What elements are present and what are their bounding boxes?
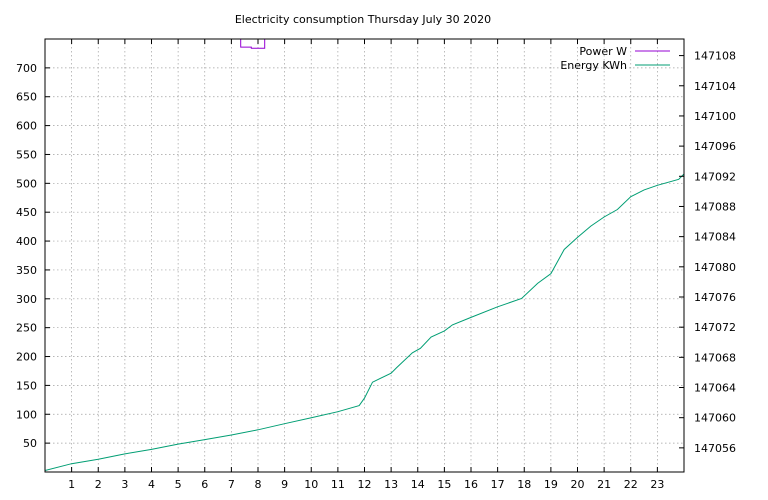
x-tick-label: 1 <box>68 478 75 491</box>
x-tick-label: 17 <box>491 478 505 491</box>
x-tick-label: 16 <box>464 478 478 491</box>
x-tick-label: 2 <box>95 478 102 491</box>
y2-tick-label: 147080 <box>694 261 736 274</box>
y-tick-label: 300 <box>16 293 37 306</box>
x-tick-label: 21 <box>597 478 611 491</box>
x-tick-label: 18 <box>517 478 531 491</box>
series-line-power-w <box>204 39 266 49</box>
y2-tick-label: 147092 <box>694 170 736 183</box>
y-tick-label: 500 <box>16 177 37 190</box>
y-tick-label: 100 <box>16 408 37 421</box>
x-tick-label: 4 <box>148 478 155 491</box>
y-tick-label: 450 <box>16 206 37 219</box>
x-tick-label: 12 <box>358 478 372 491</box>
series-lines <box>45 39 684 471</box>
x-tick-label: 10 <box>304 478 318 491</box>
y2-tick-label: 147056 <box>694 442 736 455</box>
x-tick-label: 14 <box>411 478 425 491</box>
y2-tick-label: 147084 <box>694 231 736 244</box>
y2-tick-label: 147096 <box>694 140 736 153</box>
x-tick-label: 5 <box>175 478 182 491</box>
y-tick-label: 150 <box>16 379 37 392</box>
y-tick-label: 250 <box>16 322 37 335</box>
y-tick-label: 550 <box>16 148 37 161</box>
chart-title: Electricity consumption Thursday July 30… <box>235 13 491 26</box>
y-tick-label: 200 <box>16 351 37 364</box>
x-tick-label: 19 <box>544 478 558 491</box>
x-tick-label: 23 <box>650 478 664 491</box>
y-tick-label: 650 <box>16 91 37 104</box>
legend-label: Power W <box>579 45 627 58</box>
y-tick-label: 600 <box>16 120 37 133</box>
y2-tick-label: 147100 <box>694 110 736 123</box>
x-tick-label: 8 <box>255 478 262 491</box>
x-tick-label: 22 <box>624 478 638 491</box>
y2-tick-label: 147072 <box>694 321 736 334</box>
x-tick-label: 15 <box>437 478 451 491</box>
tick-labels: 1 2 3 4 5 6 7 8 9 10 11 12 13 14 15 16 17 18 19 20 21 22 23501… <box>16 39 736 491</box>
y2-tick-label: 147088 <box>694 200 736 213</box>
y2-tick-label: 147104 <box>694 80 736 93</box>
y2-tick-label: 147108 <box>694 50 736 63</box>
x-tick-label: 20 <box>571 478 585 491</box>
x-tick-label: 9 <box>281 478 288 491</box>
y2-tick-label: 147060 <box>694 412 736 425</box>
series-line-energy-kwh <box>45 173 684 471</box>
y-tick-label: 350 <box>16 264 37 277</box>
y-tick-label: 700 <box>16 62 37 75</box>
y2-tick-label: 147076 <box>694 291 736 304</box>
x-tick-label: 11 <box>331 478 345 491</box>
grid <box>45 39 684 472</box>
y-tick-label: 50 <box>23 437 37 450</box>
y2-tick-label: 147068 <box>694 351 736 364</box>
y-tick-label: 400 <box>16 235 37 248</box>
x-tick-label: 3 <box>121 478 128 491</box>
y2-tick-label: 147064 <box>694 382 736 395</box>
x-tick-label: 6 <box>201 478 208 491</box>
x-tick-label: 7 <box>228 478 235 491</box>
x-tick-label: 13 <box>384 478 398 491</box>
legend-label: Energy KWh <box>560 59 627 72</box>
